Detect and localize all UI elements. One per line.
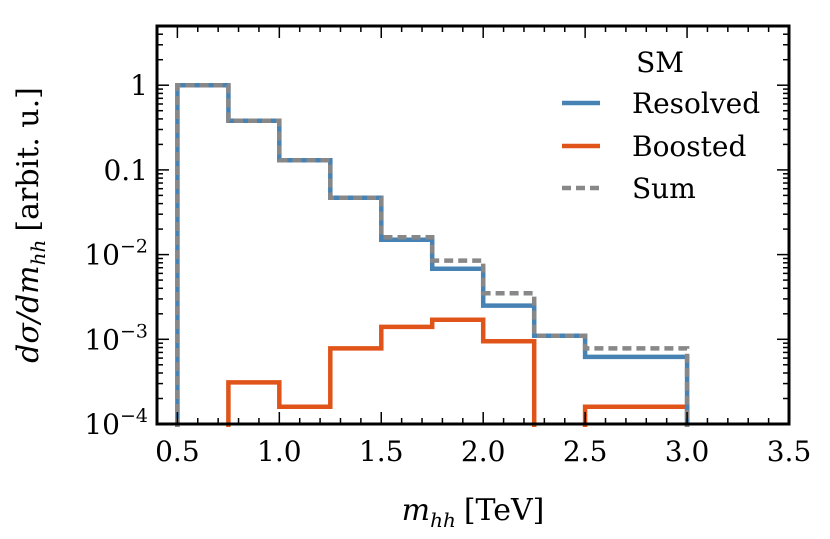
y-tick-label: 10−2 (84, 236, 148, 272)
x-tick-label: 0.5 (155, 435, 200, 468)
x-tick-label: 2.5 (563, 435, 608, 468)
legend-title: SM (636, 46, 684, 79)
x-tick-label: 2.0 (461, 435, 506, 468)
legend: SM Resolved Boosted Sum (562, 46, 760, 205)
y-tick-label: 10−3 (84, 320, 148, 356)
x-axis-label: mhh [TeV] (402, 493, 545, 532)
y-axis-label: dσ/dmhh[arbit. u.] (11, 87, 50, 363)
y-tick-label: 1 (130, 69, 148, 102)
x-axis: 0.5 1.0 1.5 2.0 2.5 3.0 3.5 (155, 26, 811, 468)
x-tick-label: 3.5 (767, 435, 812, 468)
y-tick-label: 10−4 (84, 405, 148, 441)
legend-label-boosted: Boosted (632, 130, 746, 163)
series-boosted-line (226, 317, 537, 427)
y-tick-label: 0.1 (103, 154, 148, 187)
plot-frame (155, 24, 791, 426)
legend-label-resolved: Resolved (632, 87, 760, 120)
x-tick-label: 1.0 (257, 435, 302, 468)
series-sum-line (175, 82, 690, 427)
y-axis: 1 0.1 10−2 10−3 10−4 (84, 25, 789, 441)
legend-label-sum: Sum (632, 172, 696, 205)
plot-series (175, 82, 690, 427)
x-tick-label: 1.5 (359, 435, 404, 468)
series-resolved-line (175, 82, 690, 427)
x-tick-label: 3.0 (665, 435, 710, 468)
